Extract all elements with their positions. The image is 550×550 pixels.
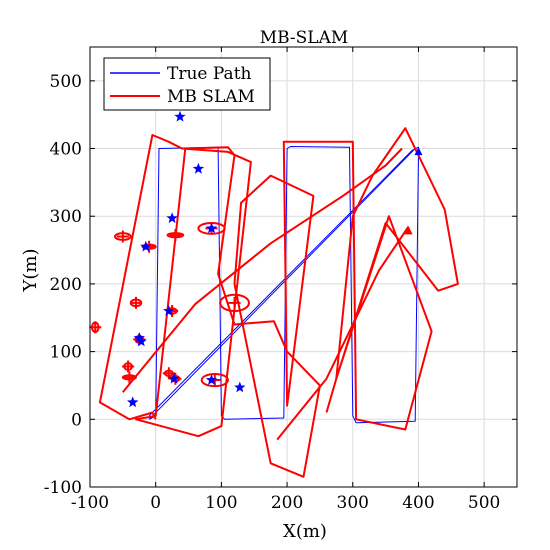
x-tick-label: 200: [271, 493, 303, 513]
chart-title: MB-SLAM: [260, 28, 349, 48]
legend-mb-slam-label: MB SLAM: [167, 87, 255, 107]
landmark-estimate-cross: [169, 229, 182, 242]
landmark-true-star: [127, 396, 139, 408]
landmark-estimate-cross: [228, 296, 241, 309]
x-tick-label: 500: [468, 493, 500, 513]
x-tick-label: 0: [150, 493, 161, 513]
series-mb-slam-trajectory-diagonal: [122, 147, 403, 393]
landmark-estimate-ellipse: [219, 293, 250, 312]
y-tick-label: 100: [50, 343, 82, 363]
landmark-true-star: [205, 222, 218, 234]
landmark-estimate-cross: [129, 296, 142, 309]
legend-true-path-label: True Path: [167, 64, 252, 84]
data-layer: [89, 110, 459, 478]
y-tick-label: 400: [50, 140, 82, 160]
landmark-true-star: [140, 240, 152, 252]
x-tick-label: 400: [402, 493, 434, 513]
legend-box: [103, 57, 271, 111]
landmark-estimate-cross: [162, 367, 175, 380]
landmark-estimate-cross: [89, 321, 102, 334]
grid-layer: [89, 47, 517, 488]
y-tick-label: 200: [50, 275, 82, 295]
landmark-estimate-cross: [123, 371, 136, 384]
mb-slam-arrowhead: [404, 226, 413, 235]
series-true-path-diagonal: [148, 148, 416, 420]
landmark-true-star: [166, 212, 178, 224]
x-tick-label: -100: [71, 493, 109, 513]
landmark-true-star: [135, 335, 147, 347]
x-axis-title: X(m): [283, 521, 327, 542]
landmark-true-star: [168, 372, 180, 384]
y-tick-label: 300: [50, 207, 82, 227]
true-path-arrowhead: [414, 147, 423, 156]
landmark-true-star: [192, 162, 205, 174]
plot-frame: [89, 46, 518, 488]
y-tick-label: 500: [50, 72, 82, 92]
landmark-estimate-cross: [116, 230, 129, 243]
landmark-true-star: [205, 374, 218, 385]
series-mb-slam-trajectory-return: [276, 225, 410, 441]
y-axis-title: Y(m): [20, 249, 41, 293]
landmark-true-star: [163, 305, 175, 316]
y-tick-label: -100: [44, 478, 82, 498]
y-tick-label: 0: [71, 410, 82, 430]
legend: True Path MB SLAM: [103, 57, 271, 111]
series-mb-slam: [98, 127, 459, 478]
landmark-true-star: [234, 381, 246, 393]
landmark-estimate-ellipse: [200, 372, 229, 388]
landmark-estimate-cross: [122, 360, 135, 373]
tick-layer: -100 0 100 200 300 400 500 -100 0 100 200 300 400 500: [44, 47, 517, 513]
x-tick-label: 300: [337, 493, 369, 513]
x-tick-label: 100: [205, 493, 237, 513]
landmark-true-star: [133, 332, 145, 343]
landmark-true-star: [174, 110, 186, 122]
